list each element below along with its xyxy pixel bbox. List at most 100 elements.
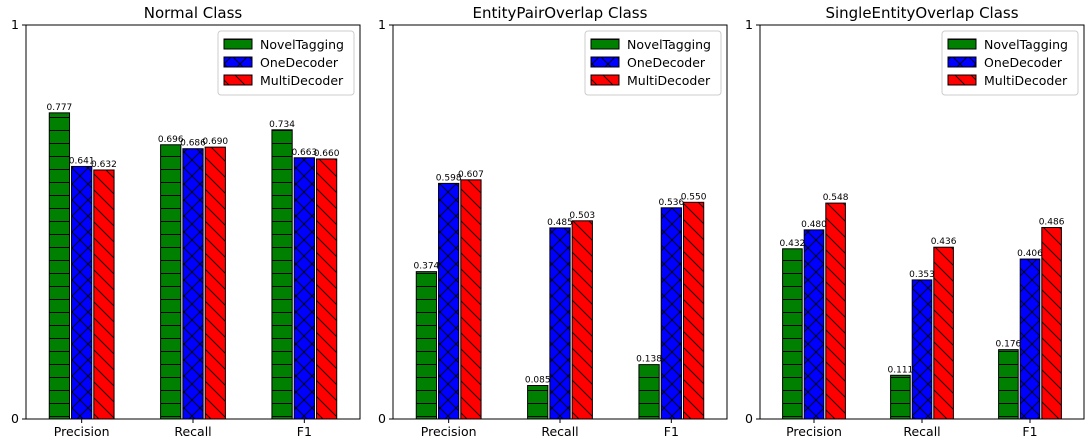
data-label: 0.138 bbox=[636, 355, 662, 365]
legend-label: NovelTagging bbox=[260, 37, 344, 52]
plot-frame bbox=[759, 24, 1085, 420]
data-label: 0.607 bbox=[458, 170, 484, 180]
data-label: 0.111 bbox=[888, 365, 914, 375]
plot-frame bbox=[25, 24, 361, 420]
legend-swatch-multidecoder bbox=[590, 74, 620, 86]
x-tick-label: Precision bbox=[421, 424, 477, 439]
data-label: 0.486 bbox=[1039, 218, 1065, 228]
x-tick-label: Recall bbox=[903, 424, 940, 439]
data-label: 0.598 bbox=[436, 173, 462, 183]
data-label: 0.485 bbox=[547, 218, 573, 228]
chart-panel-3: SingleEntityOverlap Class 0.432 0.480 0.548… bbox=[745, 4, 1085, 439]
y-tick-label: 1 bbox=[378, 17, 386, 32]
legend-swatch-onedecoder bbox=[223, 56, 253, 68]
legend: NovelTagging OneDecoder MultiDecoder bbox=[217, 30, 355, 96]
bar-noveltagging-recall bbox=[527, 385, 549, 420]
bar-multidecoder-precision bbox=[825, 202, 846, 420]
x-tick-label: Precision bbox=[786, 424, 842, 439]
data-label: 0.686 bbox=[180, 139, 206, 149]
bar-noveltagging-recall bbox=[890, 374, 911, 420]
legend-label: NovelTagging bbox=[984, 37, 1068, 52]
data-label: 0.690 bbox=[202, 137, 228, 147]
bar-multidecoder-precision bbox=[460, 179, 482, 420]
chart-title: Normal Class bbox=[144, 4, 243, 22]
data-label: 0.641 bbox=[69, 156, 95, 166]
y-tick-label: 1 bbox=[11, 17, 19, 32]
data-label: 0.632 bbox=[91, 160, 117, 170]
data-label: 0.353 bbox=[909, 270, 935, 280]
bar-onedecoder-recall bbox=[182, 148, 204, 420]
bar-multidecoder-precision bbox=[93, 169, 115, 420]
legend-swatch-multidecoder bbox=[947, 74, 977, 86]
bar-onedecoder-f1 bbox=[660, 207, 682, 420]
data-label: 0.548 bbox=[823, 193, 849, 203]
bar-onedecoder-precision bbox=[803, 229, 825, 420]
data-label: 0.660 bbox=[314, 149, 340, 159]
legend-label: MultiDecoder bbox=[984, 73, 1068, 88]
legend-label: MultiDecoder bbox=[260, 73, 344, 88]
legend-label: OneDecoder bbox=[627, 55, 706, 70]
legend-label: MultiDecoder bbox=[627, 73, 711, 88]
data-label: 0.406 bbox=[1017, 249, 1043, 259]
data-label: 0.536 bbox=[658, 198, 684, 208]
bar-onedecoder-f1 bbox=[1019, 258, 1041, 420]
y-tick-label: 0 bbox=[745, 411, 753, 426]
bar-onedecoder-recall bbox=[549, 227, 571, 420]
bar-noveltagging-f1 bbox=[638, 364, 660, 420]
data-label: 0.480 bbox=[801, 220, 827, 230]
legend-swatch-noveltagging bbox=[223, 38, 253, 50]
x-tick-label: Recall bbox=[174, 424, 211, 439]
data-label: 0.734 bbox=[269, 120, 295, 130]
data-label: 0.550 bbox=[681, 192, 707, 202]
bar-multidecoder-f1 bbox=[682, 201, 705, 420]
data-label: 0.696 bbox=[158, 135, 184, 145]
bar-noveltagging-precision bbox=[782, 248, 803, 420]
data-label: 0.663 bbox=[291, 148, 317, 158]
chart-title: SingleEntityOverlap Class bbox=[825, 4, 1018, 22]
data-label: 0.374 bbox=[414, 262, 440, 272]
x-tick-label: Recall bbox=[541, 424, 578, 439]
bar-noveltagging-f1 bbox=[271, 129, 293, 420]
y-tick-label: 0 bbox=[378, 411, 386, 426]
legend-swatch-multidecoder bbox=[223, 74, 253, 86]
legend-swatch-onedecoder bbox=[590, 56, 620, 68]
bar-multidecoder-recall bbox=[571, 220, 593, 420]
x-tick-label: Precision bbox=[54, 424, 110, 439]
chart-title: EntityPairOverlap Class bbox=[473, 4, 648, 22]
data-label: 0.176 bbox=[996, 340, 1022, 350]
x-tick-label: F1 bbox=[297, 424, 312, 439]
legend-label: OneDecoder bbox=[260, 55, 339, 70]
data-label: 0.503 bbox=[569, 211, 595, 221]
bar-multidecoder-f1 bbox=[315, 158, 338, 420]
y-tick-label: 0 bbox=[11, 411, 19, 426]
data-label: 0.436 bbox=[931, 237, 957, 247]
legend-label: NovelTagging bbox=[627, 37, 711, 52]
plot-frame bbox=[392, 24, 728, 420]
legend-swatch-onedecoder bbox=[947, 56, 977, 68]
bar-multidecoder-f1 bbox=[1041, 227, 1062, 420]
data-label: 0.432 bbox=[780, 239, 806, 249]
bar-noveltagging-f1 bbox=[998, 349, 1019, 420]
legend: NovelTagging OneDecoder MultiDecoder bbox=[584, 30, 722, 96]
bar-noveltagging-precision bbox=[48, 112, 71, 420]
data-label: 0.777 bbox=[47, 103, 73, 113]
bar-onedecoder-f1 bbox=[293, 157, 315, 420]
legend-swatch-noveltagging bbox=[947, 38, 977, 50]
bar-onedecoder-precision bbox=[438, 182, 460, 420]
bar-multidecoder-recall bbox=[204, 146, 226, 420]
legend: NovelTagging OneDecoder MultiDecoder bbox=[941, 30, 1079, 96]
bar-multidecoder-recall bbox=[933, 246, 954, 420]
x-tick-label: F1 bbox=[1022, 424, 1037, 439]
bar-onedecoder-precision bbox=[71, 165, 93, 420]
legend-label: OneDecoder bbox=[984, 55, 1063, 70]
bar-noveltagging-recall bbox=[160, 144, 182, 420]
data-label: 0.085 bbox=[525, 376, 551, 386]
bar-noveltagging-precision bbox=[415, 271, 438, 420]
y-tick-label: 1 bbox=[745, 17, 753, 32]
legend-swatch-noveltagging bbox=[590, 38, 620, 50]
bar-onedecoder-recall bbox=[911, 279, 933, 420]
x-tick-label: F1 bbox=[664, 424, 679, 439]
